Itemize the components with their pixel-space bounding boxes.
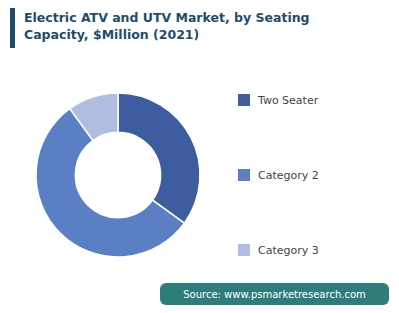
donut-slice bbox=[70, 93, 118, 141]
legend-swatch bbox=[238, 244, 250, 256]
legend: Two Seater Category 2 Category 3 bbox=[238, 94, 319, 257]
donut-slice bbox=[118, 93, 200, 223]
title-accent bbox=[10, 8, 15, 48]
legend-swatch bbox=[238, 94, 250, 106]
title: Electric ATV and UTV Market, by SeatingC… bbox=[24, 10, 310, 42]
source-text: Source: www.psmarketresearch.com bbox=[183, 289, 366, 300]
legend-swatch bbox=[238, 169, 250, 181]
legend-label: Category 2 bbox=[258, 169, 319, 182]
source-box bbox=[160, 283, 389, 305]
chart: Electric ATV and UTV Market, by SeatingC… bbox=[0, 0, 399, 313]
donut bbox=[36, 93, 200, 257]
legend-label: Two Seater bbox=[257, 94, 319, 107]
background bbox=[0, 0, 399, 313]
legend-label: Category 3 bbox=[258, 244, 319, 257]
